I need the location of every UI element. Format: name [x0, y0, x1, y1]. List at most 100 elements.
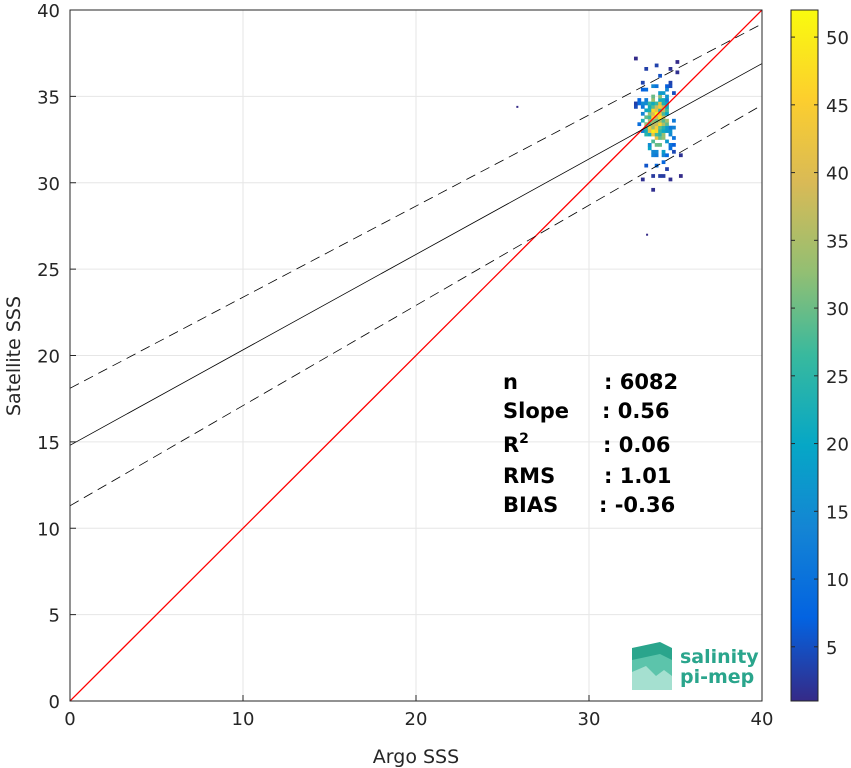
density-cell — [661, 105, 666, 109]
density-cell — [661, 115, 666, 120]
x-tick-label: 10 — [232, 709, 255, 730]
density-cell — [665, 101, 669, 106]
density-cell — [647, 122, 652, 127]
stat-label: n — [503, 370, 518, 394]
y-tick-label: 25 — [37, 260, 60, 281]
stat-label: R2 — [503, 431, 529, 457]
density-cell — [654, 108, 659, 113]
density-cell — [658, 132, 662, 137]
density-cell — [661, 160, 666, 165]
density-cell — [654, 105, 659, 109]
colorbar-tick-label: 15 — [826, 502, 849, 523]
density-cell — [640, 118, 645, 123]
y-axis-label: Satellite SSS — [3, 296, 25, 416]
density-cell — [672, 143, 676, 147]
colorbar-tick-label: 50 — [826, 28, 849, 49]
colorbar-tick-label: 30 — [826, 299, 849, 320]
density-cell — [658, 73, 662, 78]
density-cell — [668, 80, 673, 85]
density-cell — [661, 91, 666, 95]
density-cell — [654, 122, 659, 127]
density-cell — [640, 87, 645, 92]
stats-panel: n: 6082 Slope: 0.56 R2: 0.06 RMS: 1.01 BIAS:… — [503, 370, 678, 517]
density-cell — [658, 122, 662, 127]
density-cell — [654, 132, 659, 137]
colorbar-tick-label: 45 — [826, 96, 849, 117]
density-cell — [644, 108, 649, 113]
wave-stack-icon — [632, 642, 672, 690]
line-fit — [70, 63, 762, 446]
density-cell — [654, 149, 659, 154]
density-cell — [658, 125, 662, 130]
density-cell — [647, 118, 652, 123]
y-tick-label: 10 — [37, 519, 60, 540]
x-tick-label: 30 — [578, 709, 601, 730]
density-cell — [644, 101, 649, 106]
density-cell — [651, 111, 656, 116]
density-cell — [651, 125, 656, 130]
density-cell — [668, 132, 673, 137]
density-cell — [665, 129, 669, 133]
density-cell — [672, 136, 676, 140]
density-cell — [651, 118, 656, 123]
density-cell — [644, 132, 649, 137]
density-cell — [654, 63, 659, 68]
density-cell — [658, 129, 662, 133]
density-cell — [668, 146, 673, 151]
density-cell — [651, 129, 656, 133]
density-cell — [644, 163, 649, 168]
density-cell — [665, 87, 669, 92]
density-cell — [675, 70, 680, 75]
density-cell — [633, 101, 638, 106]
density-cell — [668, 125, 673, 130]
colorbar-tick-label: 35 — [826, 231, 849, 252]
stat-value: : 0.56 — [602, 399, 670, 423]
density-cell — [654, 111, 659, 116]
density-cell — [516, 105, 519, 108]
density-cell — [661, 101, 666, 106]
logo-line-1: salinity — [680, 646, 759, 668]
density-cell — [665, 122, 669, 127]
salinity-pi-mep-logo: salinity pi-mep — [632, 642, 759, 690]
x-tick-label: 20 — [405, 709, 428, 730]
density-cell — [658, 101, 662, 106]
colorbar-tick-label: 10 — [826, 570, 849, 591]
density-cell — [658, 94, 662, 99]
line-fit-lower — [70, 104, 762, 507]
density-cell — [665, 84, 669, 89]
density-cell — [658, 91, 662, 95]
density-cell — [651, 94, 656, 99]
colorbar-tick-label: 5 — [826, 638, 837, 659]
density-cell — [651, 139, 656, 144]
colorbar-tick-label: 40 — [826, 164, 849, 185]
density-cell — [658, 143, 662, 147]
density-cell — [658, 98, 662, 102]
stat-label: BIAS — [503, 493, 558, 517]
stat-label: RMS — [503, 464, 555, 488]
density-cell — [661, 174, 666, 178]
density-cell — [661, 129, 666, 133]
y-tick-label: 20 — [37, 347, 60, 368]
density-cell — [644, 98, 649, 102]
logo-line-2: pi-mep — [680, 666, 754, 688]
density-cell — [665, 94, 669, 99]
density-cell — [658, 174, 662, 178]
density-cell — [678, 174, 683, 178]
density-cell — [658, 111, 662, 116]
density-cell — [647, 105, 652, 109]
density-cell — [647, 101, 652, 106]
density-cell — [647, 111, 652, 116]
density-cell — [654, 129, 659, 133]
density-cell — [651, 105, 656, 109]
y-tick-label: 15 — [37, 433, 60, 454]
density-cell — [654, 143, 659, 147]
density-cell — [644, 67, 649, 71]
density-cell — [651, 149, 656, 154]
density-cell — [668, 129, 673, 133]
density-cell — [668, 84, 673, 89]
density-cell — [647, 146, 652, 151]
density-cell — [633, 105, 638, 109]
density-cell — [654, 153, 659, 158]
density-cell — [665, 118, 669, 123]
stat-value: : -0.36 — [599, 493, 675, 517]
